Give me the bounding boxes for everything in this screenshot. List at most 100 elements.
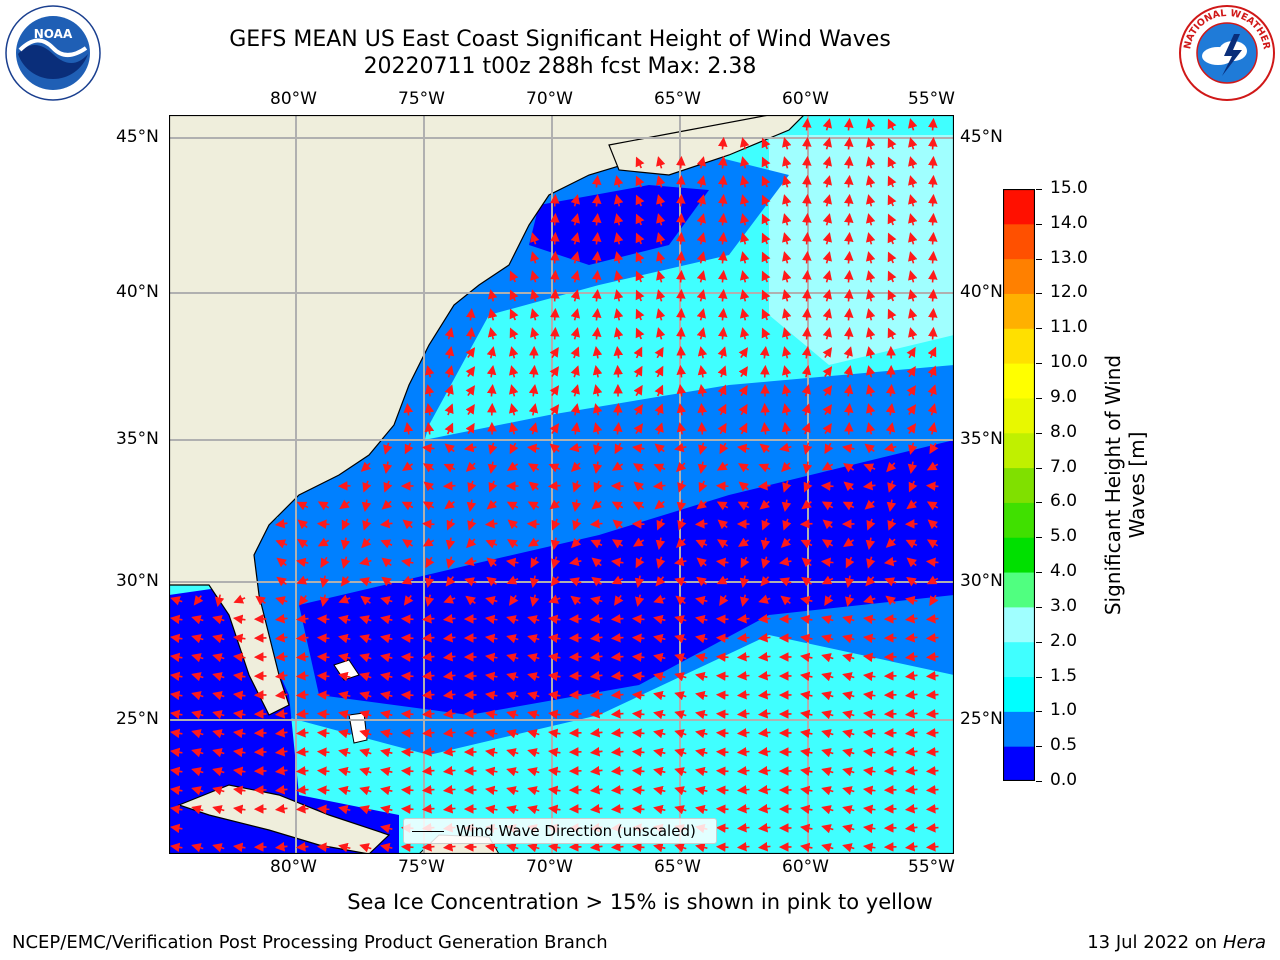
wind-wave-arrow (612, 539, 624, 549)
wind-wave-arrow (696, 308, 706, 321)
wind-wave-arrow (801, 557, 812, 568)
wind-wave-arrow (424, 575, 435, 588)
wind-wave-arrow (232, 614, 246, 625)
wind-wave-arrow (656, 270, 666, 283)
wind-wave-arrow (442, 651, 456, 662)
wind-wave-arrow (675, 595, 686, 606)
wind-wave-arrow (904, 632, 918, 643)
colorbar-cell (1003, 223, 1035, 260)
wind-wave-arrow (696, 156, 706, 169)
wind-wave-arrow (821, 501, 834, 511)
wind-wave-arrow (887, 518, 897, 531)
wind-wave-arrow (613, 232, 624, 245)
wind-wave-arrow (526, 443, 540, 454)
wind-wave-arrow (799, 785, 813, 796)
wind-wave-arrow (904, 803, 918, 814)
wind-wave-arrow (928, 307, 938, 321)
wind-wave-arrow (295, 709, 309, 719)
wind-wave-arrow (359, 672, 372, 682)
wind-wave-arrow (802, 136, 812, 150)
wind-wave-arrow (338, 690, 351, 701)
wind-wave-arrow (761, 232, 771, 245)
wind-wave-arrow (760, 421, 771, 435)
wind-wave-arrow (296, 557, 309, 568)
wind-wave-arrow (739, 251, 750, 264)
wind-wave-arrow (442, 727, 456, 738)
wind-wave-arrow (591, 307, 602, 321)
wind-wave-arrow (781, 384, 792, 397)
wind-wave-arrow (634, 594, 645, 607)
wind-wave-arrow (400, 633, 414, 643)
wind-wave-arrow (509, 442, 519, 455)
wind-wave-arrow (421, 766, 435, 776)
wind-wave-arrow (821, 729, 834, 739)
wind-wave-arrow (610, 785, 624, 795)
colorbar-tick-mark (1036, 189, 1042, 190)
wind-wave-arrow (484, 842, 498, 853)
wind-wave-arrow (761, 213, 771, 226)
wind-wave-arrow (674, 729, 687, 739)
wind-wave-arrow (592, 346, 603, 359)
wind-wave-arrow (822, 270, 832, 283)
wind-wave-arrow (717, 288, 728, 302)
wind-wave-arrow (592, 365, 603, 378)
wind-wave-arrow (927, 365, 937, 378)
wind-wave-arrow (169, 823, 183, 834)
wind-wave-arrow (316, 728, 330, 738)
lat-tick-left-30n: 30°N (116, 571, 159, 591)
colorbar-tick-label: 1.0 (1050, 700, 1078, 721)
wind-wave-arrow (274, 727, 288, 738)
wind-wave-arrow (424, 403, 435, 416)
wind-wave-arrow (295, 614, 309, 624)
wind-wave-arrow (317, 501, 330, 511)
wind-wave-arrow (509, 270, 519, 283)
wind-wave-arrow (905, 595, 918, 606)
wind-wave-arrow (883, 556, 897, 567)
wind-wave-arrow (695, 842, 708, 853)
wind-wave-arrow (695, 747, 708, 758)
wind-wave-arrow (822, 404, 832, 416)
wind-wave-arrow (316, 747, 330, 757)
wind-wave-arrow (758, 463, 771, 473)
wind-wave-arrow (696, 194, 706, 207)
wind-wave-arrow (821, 691, 834, 701)
wind-wave-arrow (547, 633, 561, 644)
wind-wave-arrow (295, 652, 309, 662)
wind-wave-arrow (295, 766, 309, 776)
wind-wave-arrow (928, 117, 938, 131)
colorbar-tick-mark (1036, 641, 1042, 643)
wind-wave-arrow (736, 443, 750, 454)
wind-wave-arrow (276, 576, 287, 587)
wind-wave-arrow (591, 193, 602, 207)
wind-wave-arrow (843, 193, 854, 207)
wind-wave-arrow (925, 785, 939, 795)
wind-wave-arrow (487, 289, 498, 302)
wind-wave-arrow (591, 269, 602, 283)
wind-wave-arrow (862, 728, 876, 739)
wind-wave-arrow (716, 501, 729, 511)
wind-wave-arrow (232, 728, 246, 739)
wind-wave-arrow (212, 805, 225, 815)
wind-wave-arrow (886, 461, 897, 473)
lat-tick-left-35n: 35°N (116, 429, 159, 449)
wind-wave-arrow (736, 689, 750, 700)
wind-wave-arrow (865, 213, 876, 226)
wind-wave-arrow (570, 327, 580, 340)
wind-wave-arrow (802, 269, 812, 283)
wind-wave-arrow (316, 671, 330, 681)
wind-wave-arrow (400, 728, 414, 738)
wind-wave-arrow (842, 691, 855, 701)
wind-wave-arrow (591, 174, 602, 188)
wind-wave-arrow (843, 346, 853, 359)
wind-wave-arrow (593, 442, 603, 455)
wind-wave-arrow (674, 767, 687, 777)
wind-wave-arrow (509, 384, 519, 397)
wind-wave-arrow (464, 556, 477, 567)
wind-wave-arrow (591, 212, 602, 226)
wind-wave-arrow (610, 671, 624, 681)
wind-wave-arrow (761, 308, 771, 321)
wind-wave-arrow (906, 499, 917, 510)
wind-wave-arrow (506, 729, 519, 739)
wind-wave-arrow (487, 327, 498, 340)
wind-wave-arrow (802, 193, 812, 207)
